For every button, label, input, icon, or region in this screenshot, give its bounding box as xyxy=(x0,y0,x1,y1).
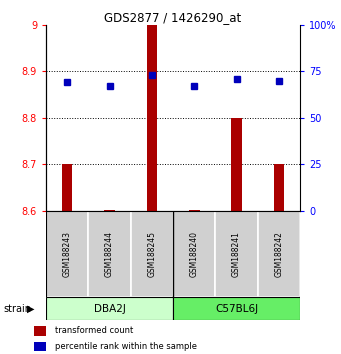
Bar xyxy=(147,25,157,211)
Text: GSM188244: GSM188244 xyxy=(105,231,114,277)
Title: GDS2877 / 1426290_at: GDS2877 / 1426290_at xyxy=(104,11,242,24)
Text: GSM188245: GSM188245 xyxy=(147,231,157,277)
Text: strain: strain xyxy=(3,304,31,314)
Text: GSM188241: GSM188241 xyxy=(232,231,241,277)
Bar xyxy=(258,211,300,297)
Text: C57BL6J: C57BL6J xyxy=(215,304,258,314)
Bar xyxy=(173,297,300,320)
Text: percentile rank within the sample: percentile rank within the sample xyxy=(55,342,196,351)
Bar xyxy=(173,211,216,297)
Bar xyxy=(88,211,131,297)
Text: DBA2J: DBA2J xyxy=(94,304,125,314)
Bar xyxy=(231,118,242,211)
Bar xyxy=(62,164,73,211)
Bar xyxy=(46,297,173,320)
Bar xyxy=(34,342,46,351)
Text: GSM188243: GSM188243 xyxy=(63,231,72,277)
Bar xyxy=(189,210,199,211)
Bar xyxy=(46,211,88,297)
Bar xyxy=(273,164,284,211)
Bar xyxy=(131,211,173,297)
Text: ▶: ▶ xyxy=(27,304,35,314)
Text: transformed count: transformed count xyxy=(55,326,133,335)
Text: GSM188242: GSM188242 xyxy=(275,231,283,277)
Text: GSM188240: GSM188240 xyxy=(190,231,199,277)
Bar xyxy=(34,326,46,336)
Bar xyxy=(216,211,258,297)
Bar xyxy=(104,210,115,211)
